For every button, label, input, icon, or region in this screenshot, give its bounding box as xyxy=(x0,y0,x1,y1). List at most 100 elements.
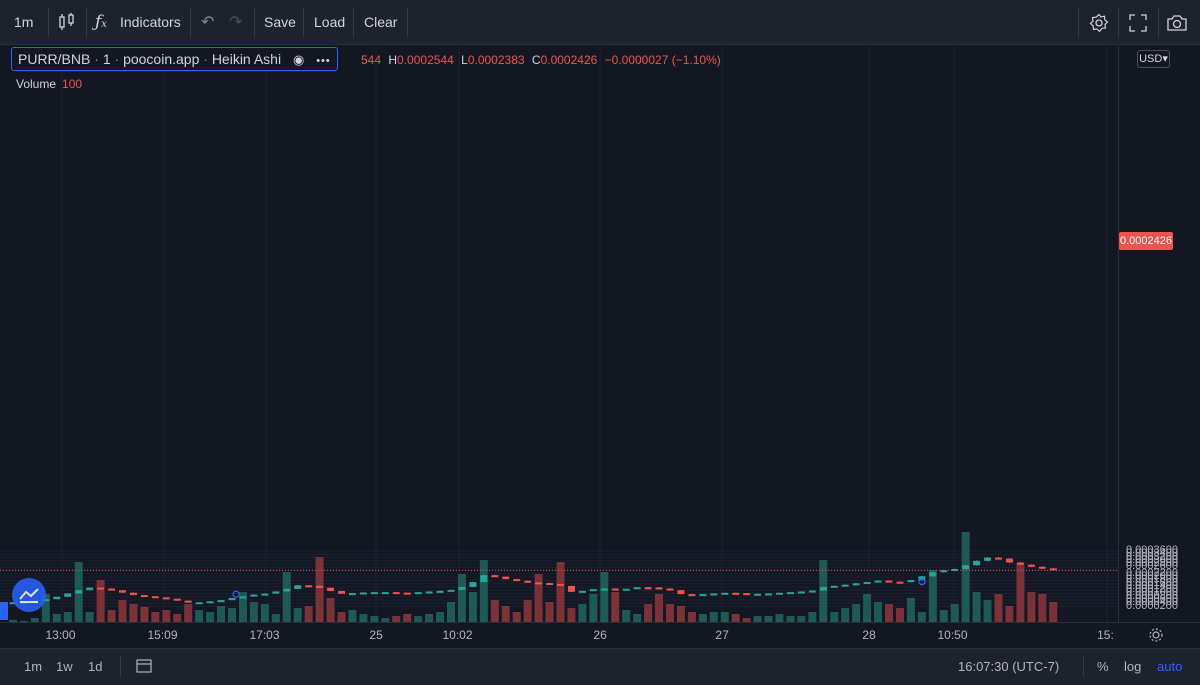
candle-body xyxy=(53,596,61,600)
price-scale[interactable] xyxy=(1118,46,1200,622)
candle-body xyxy=(217,600,225,603)
candle-body xyxy=(447,589,455,592)
percent-toggle[interactable]: % xyxy=(1097,659,1109,674)
volume-bar xyxy=(983,600,992,622)
log-toggle[interactable]: log xyxy=(1124,659,1142,674)
indicators-button[interactable]: Indicators xyxy=(120,14,181,30)
price-tick-label: 0.0000800 xyxy=(1126,589,1178,602)
price-chart[interactable] xyxy=(0,46,1118,622)
volume-bar xyxy=(63,612,72,622)
candle-body xyxy=(480,575,488,583)
volume-bar xyxy=(162,610,171,622)
volume-bar xyxy=(830,612,839,622)
logo-badge[interactable] xyxy=(12,578,46,612)
candle-body xyxy=(162,597,170,600)
volume-legend[interactable]: Volume 100 xyxy=(16,77,82,91)
range-1m-button[interactable]: 1m xyxy=(24,659,43,674)
volume-bar xyxy=(567,608,576,622)
auto-toggle[interactable]: auto xyxy=(1157,659,1183,674)
symbol-interval: 1 xyxy=(102,51,111,67)
volume-bar xyxy=(271,614,280,622)
candle-body xyxy=(754,593,762,596)
toolbar-divider xyxy=(190,8,191,37)
chart-pane[interactable] xyxy=(0,46,1118,622)
candle-body xyxy=(995,557,1002,560)
volume-bar xyxy=(545,602,554,622)
candle-body xyxy=(502,576,510,580)
volume-bar xyxy=(917,612,926,622)
candles-icon[interactable] xyxy=(57,12,77,32)
volume-bar xyxy=(512,612,521,622)
candle-body xyxy=(765,593,773,596)
price-tick-label: 0.0003600 xyxy=(1126,544,1178,557)
clock-display[interactable]: 16:07:30 (UTC-7) xyxy=(958,659,1060,674)
candle-body xyxy=(721,592,729,595)
volume-bar xyxy=(523,600,532,622)
candle-body xyxy=(677,590,685,595)
interval-button[interactable]: 1m xyxy=(14,14,34,30)
candle-body xyxy=(578,590,586,593)
toolbar-divider xyxy=(86,8,87,37)
more-icon[interactable]: ••• xyxy=(316,55,331,67)
bottom-divider xyxy=(120,656,121,676)
candle-body xyxy=(940,570,948,573)
volume-bar xyxy=(666,604,674,622)
volume-bar xyxy=(392,616,401,622)
volume-label: Volume xyxy=(16,77,57,91)
fx-icon[interactable]: ƒx xyxy=(95,12,107,32)
price-tick-label: 0.0002200 xyxy=(1126,566,1178,579)
volume-bar xyxy=(578,604,587,622)
axis-settings-icon[interactable] xyxy=(1147,626,1165,644)
volume-bar xyxy=(118,600,127,622)
candle-body xyxy=(75,590,83,594)
undo-icon[interactable]: ↶ xyxy=(201,14,215,31)
volume-bar xyxy=(403,614,412,622)
volume-bar xyxy=(9,620,17,622)
currency-selector[interactable]: USD▾ xyxy=(1137,50,1170,68)
scroll-left-handle[interactable] xyxy=(0,602,8,620)
candle-body xyxy=(567,585,575,592)
save-button[interactable]: Save xyxy=(264,14,296,30)
volume-bar xyxy=(293,608,302,622)
candle-body xyxy=(743,593,751,596)
redo-icon[interactable]: ↷ xyxy=(229,14,243,31)
volume-bar xyxy=(655,594,664,622)
volume-bar xyxy=(950,604,959,622)
volume-bar xyxy=(337,612,346,622)
close-value: 0.0002426 xyxy=(540,53,598,67)
volume-bar xyxy=(797,616,806,622)
clear-button[interactable]: Clear xyxy=(364,14,398,30)
range-1w-button[interactable]: 1w xyxy=(56,659,73,674)
ohlc-values: 544 H0.0002544 L0.0002383 C0.0002426 −0.… xyxy=(361,53,721,67)
eye-icon[interactable]: ◉ xyxy=(292,52,305,67)
date-range-icon[interactable] xyxy=(135,657,153,675)
range-1d-button[interactable]: 1d xyxy=(88,659,103,674)
volume-bar xyxy=(633,614,642,622)
candle-body xyxy=(348,593,356,596)
candle-body xyxy=(611,588,619,591)
symbol-legend[interactable]: PURR/BNB · 1 · poocoin.app · Heikin Ashi… xyxy=(11,47,338,71)
candle-body xyxy=(239,596,247,599)
gear-icon[interactable] xyxy=(1089,13,1109,33)
camera-icon[interactable] xyxy=(1166,13,1188,33)
volume-bar xyxy=(228,608,236,622)
fullscreen-icon[interactable] xyxy=(1128,13,1148,33)
toolbar-divider xyxy=(1158,8,1159,37)
volume-bar xyxy=(348,610,357,622)
candle-body xyxy=(436,590,444,593)
toolbar-divider xyxy=(1078,8,1079,37)
bottom-divider xyxy=(1083,656,1084,676)
volume-bar xyxy=(819,560,828,622)
candle-body xyxy=(710,593,718,596)
volume-bar xyxy=(151,612,160,622)
load-button[interactable]: Load xyxy=(314,14,346,30)
price-tick-label: 0.0000400 xyxy=(1126,596,1178,609)
candle-body xyxy=(491,575,499,578)
price-tick-label: 0.0003400 xyxy=(1126,547,1178,560)
time-tick-label: 27 xyxy=(715,628,729,642)
volume-bar xyxy=(425,614,434,622)
volume-bar xyxy=(556,562,565,622)
time-axis[interactable] xyxy=(0,622,1200,648)
time-tick-label: 15: xyxy=(1097,628,1114,642)
candle-body xyxy=(622,588,630,591)
